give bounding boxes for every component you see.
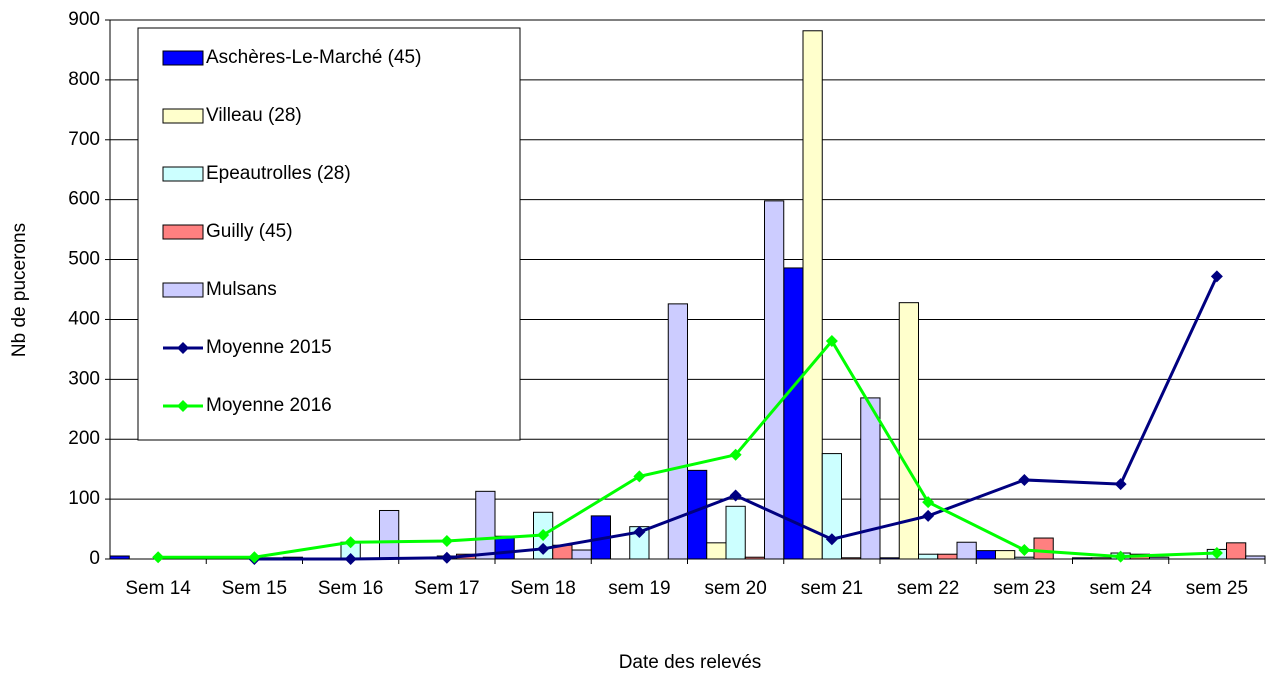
x-tick-label: sem 22 [897,578,959,599]
bar [667,303,688,560]
y-tick-label: 700 [68,129,100,150]
y-axis-title: Nb de pucerons [9,223,30,357]
bar [1149,556,1170,560]
legend-label: Epeautrolles (28) [206,163,351,184]
bar [841,557,862,560]
y-tick-label: 300 [68,368,100,389]
bar [860,397,881,560]
bar [918,553,939,560]
y-tick-label: 800 [68,69,100,90]
marker [344,536,357,549]
bar [956,541,977,560]
marker [1018,544,1031,557]
y-tick-label: 500 [68,249,100,270]
bar [475,490,496,560]
legend-label: Moyenne 2015 [206,337,332,358]
x-tick-label: sem 24 [1089,578,1152,599]
marker [1018,473,1031,486]
bar [1245,555,1266,560]
legend-label: Guilly (45) [206,221,293,242]
bar [109,555,130,560]
bar [494,535,515,560]
y-tick-label: 400 [68,308,100,329]
marker [1210,270,1223,283]
line [158,338,1217,559]
bar [687,469,708,560]
y-tick-label: 200 [68,428,100,449]
marker [537,529,550,542]
marker [440,535,453,548]
marker [537,542,550,555]
legend-label: Aschères-Le-Marché (45) [206,47,421,68]
x-tick-label: sem 20 [704,578,766,599]
marker [922,496,935,509]
marker [633,470,646,483]
x-tick-label: Sem 16 [318,578,383,599]
bar [898,302,919,560]
y-tick-label: 0 [89,548,100,569]
legend-swatch [162,50,204,66]
marker [248,551,261,564]
bar [744,556,765,560]
bar [1226,542,1247,560]
legend-label: Moyenne 2016 [206,395,332,416]
x-tick-label: Sem 18 [510,578,575,599]
legend-marker [177,400,189,412]
bar [1014,556,1035,560]
bar [879,557,900,560]
y-tick-label: 900 [68,9,100,30]
marker [825,335,838,348]
legend-swatch [162,282,204,298]
x-tick-label: Sem 15 [222,578,287,599]
x-tick-label: sem 25 [1186,578,1248,599]
y-tick-label: 100 [68,488,100,509]
bar [1072,557,1093,560]
x-tick-label: Sem 14 [125,578,191,599]
legend-swatch [162,108,204,124]
marker [1114,478,1127,491]
bar [1091,557,1112,560]
bar [1033,537,1054,560]
marker [152,551,165,564]
x-tick-label: sem 19 [608,578,670,599]
bar [379,509,400,560]
bar [571,549,592,560]
x-tick-label: Sem 17 [414,578,479,599]
bar [937,553,958,560]
marker [440,551,453,564]
marker [1210,547,1223,560]
marker [729,448,742,461]
bar [706,542,727,560]
marker [922,509,935,522]
bar [995,550,1016,560]
legend-marker [177,342,189,354]
bar [802,30,823,560]
legend-swatch [162,166,204,182]
x-axis-title: Date des relevés [619,652,762,673]
bar [821,453,842,560]
marker [825,533,838,546]
bar [783,267,804,560]
legend-label: Villeau (28) [206,105,302,126]
marker [633,526,646,539]
legend-swatch [162,224,204,240]
bar [764,200,785,560]
marker [1114,550,1127,563]
legend-label: Mulsans [206,279,277,300]
marker [344,553,357,565]
x-tick-label: sem 21 [801,578,863,599]
marker [729,489,742,502]
y-tick-label: 600 [68,189,100,210]
x-tick-label: sem 23 [993,578,1055,599]
bar [725,505,746,560]
bar [975,550,996,560]
